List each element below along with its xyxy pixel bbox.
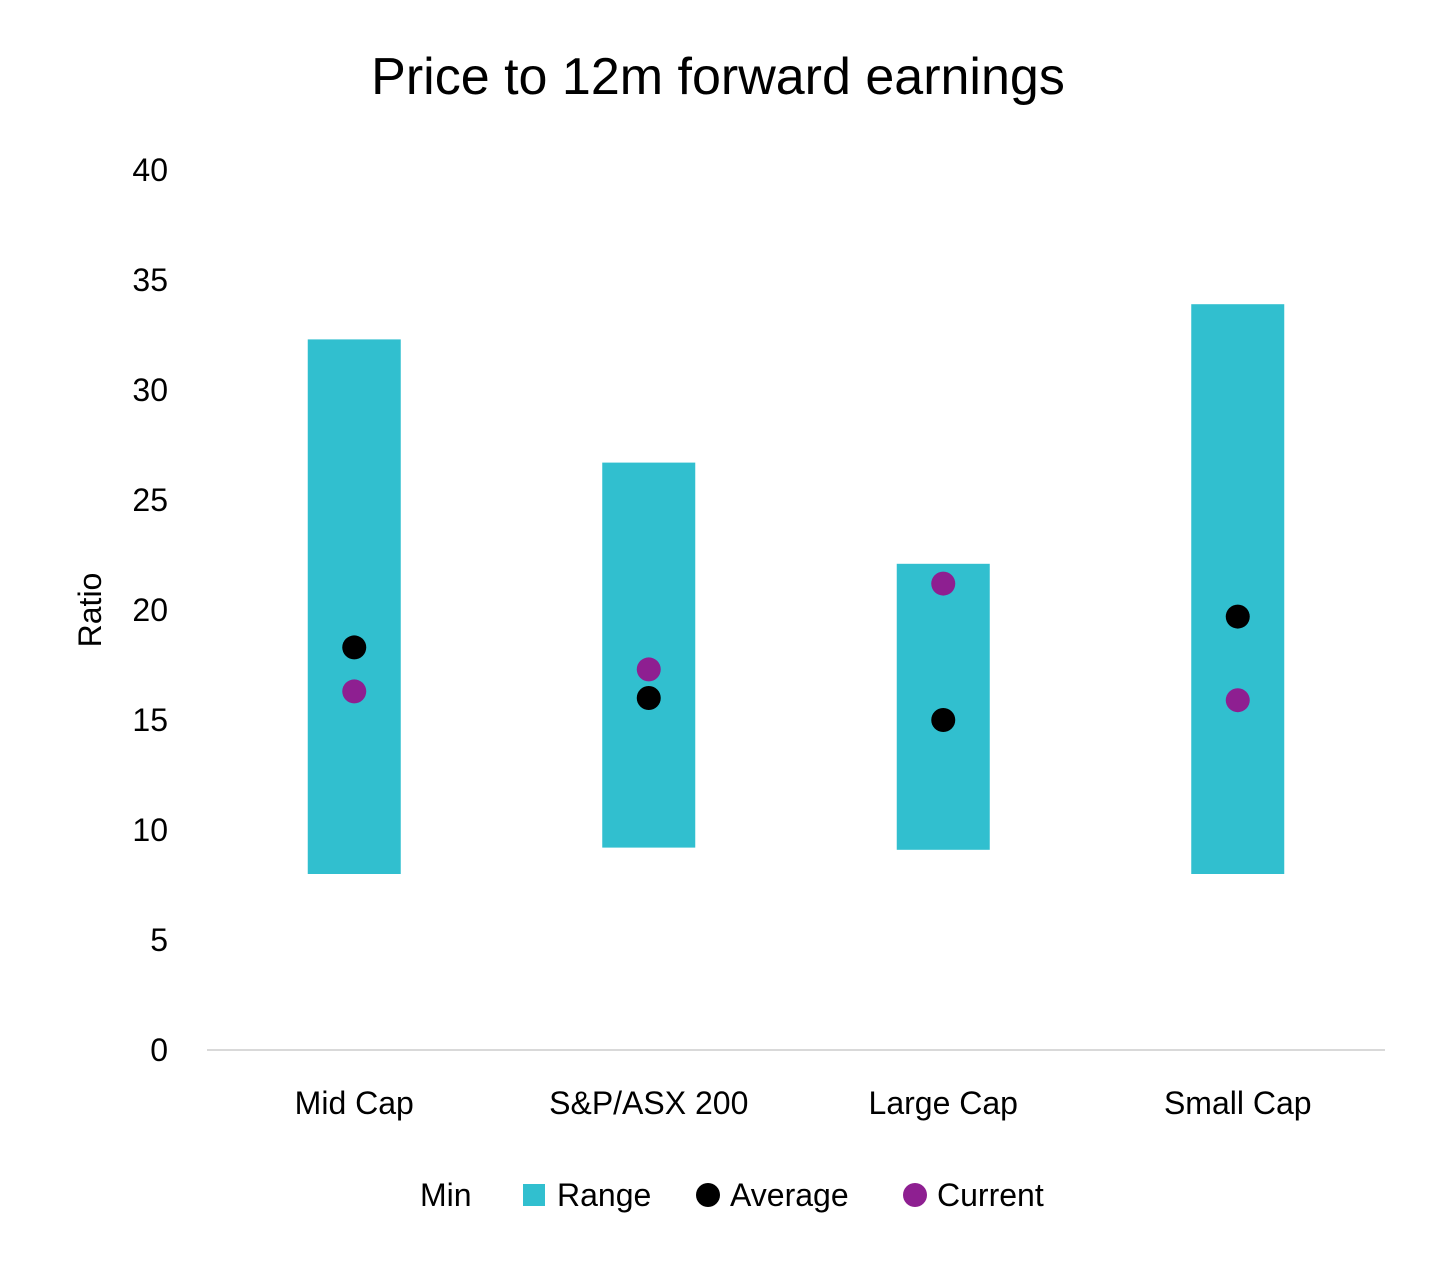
- current-marker: [1225, 688, 1250, 713]
- y-tick-label: 35: [132, 262, 168, 298]
- y-tick-label: 0: [150, 1032, 168, 1068]
- y-tick-label: 20: [132, 592, 168, 628]
- legend-swatch-range: [523, 1184, 545, 1206]
- current-marker: [931, 571, 956, 596]
- y-tick-label: 40: [132, 152, 168, 188]
- average-marker: [1225, 604, 1250, 629]
- x-axis-categories: Mid Cap S&P/ASX 200 Large Cap Small Cap: [295, 1085, 1312, 1121]
- legend-label-current: Current: [937, 1177, 1044, 1213]
- legend-marker-average: [696, 1183, 720, 1207]
- y-tick-label: 25: [132, 482, 168, 518]
- y-tick-label: 30: [132, 372, 168, 408]
- chart-title: Price to 12m forward earnings: [371, 48, 1065, 106]
- y-axis-label: Ratio: [72, 573, 108, 648]
- range-bar: [1191, 304, 1285, 874]
- legend: Min Range Average Current: [420, 1177, 1044, 1213]
- range-bar: [307, 339, 401, 874]
- x-category-label: Mid Cap: [295, 1085, 414, 1121]
- legend-label-min: Min: [420, 1177, 472, 1213]
- x-category-label: S&P/ASX 200: [549, 1085, 748, 1121]
- current-marker: [636, 657, 661, 682]
- y-axis-ticks: 0 5 10 15 20 25 30 35 40: [132, 152, 168, 1068]
- average-marker: [636, 686, 661, 710]
- y-tick-label: 10: [132, 812, 168, 848]
- legend-label-range: Range: [557, 1177, 651, 1213]
- y-tick-label: 5: [150, 922, 168, 958]
- legend-label-average: Average: [730, 1177, 849, 1213]
- average-marker: [342, 635, 367, 660]
- average-marker: [931, 708, 956, 732]
- legend-marker-current: [903, 1183, 927, 1207]
- y-tick-label: 15: [132, 702, 168, 738]
- range-bar: [602, 462, 696, 848]
- x-category-label: Small Cap: [1164, 1085, 1312, 1121]
- range-bar: [896, 563, 990, 850]
- x-category-label: Large Cap: [869, 1085, 1018, 1121]
- range-bars: [307, 304, 1285, 874]
- current-marker: [342, 679, 367, 704]
- data-markers: [342, 571, 1250, 732]
